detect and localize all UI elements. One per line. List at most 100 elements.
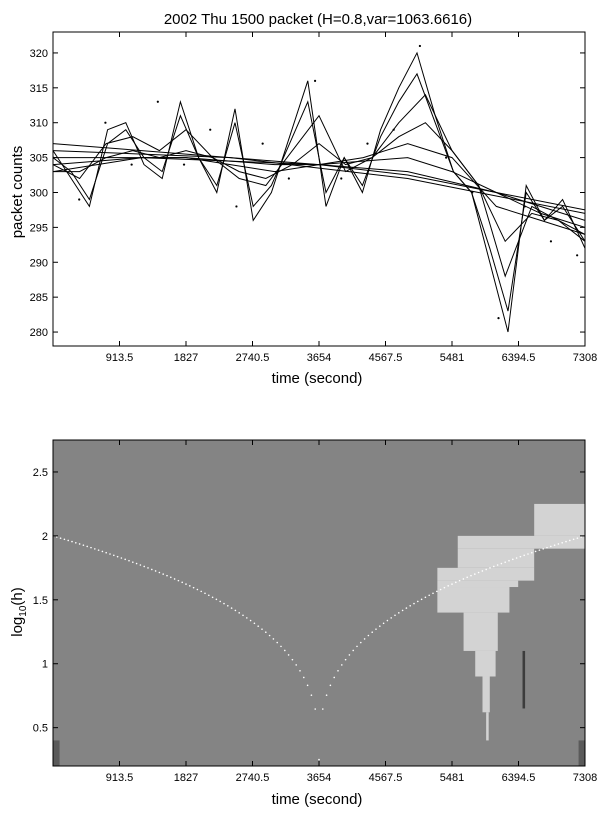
boundary-curve-dot [344,658,347,661]
bottom-ylabel-base: log [9,617,26,637]
boundary-curve-dot [185,583,187,585]
boundary-curve-dot [401,609,404,612]
top-line-chart: 913.5 1827 2740.5 3654 4567.5 5481 6394.5 7308 2… [30,31,597,364]
boundary-curve-dot [424,596,427,599]
boundary-curve-dot [143,565,145,568]
boundary-curve-dot [565,540,567,543]
boundary-curve-dot [139,564,142,566]
top-chart-title: 2002 Thu 1500 packet (H=0.8,var=1063.661… [164,11,472,28]
top-chart-ylabel: packet counts [9,146,26,239]
boundary-curve-dot [470,574,472,577]
top-ytick-label: 305 [30,153,48,165]
boundary-curve-dot [432,592,434,595]
data-point [156,100,159,103]
boundary-curve-dot [428,594,431,597]
data-point [261,142,264,145]
boundary-curve-dot [542,548,544,550]
boundary-curve-dot [211,596,214,599]
boundary-curve-dot [379,625,381,627]
boundary-curve-dot [348,654,351,656]
boundary-curve-dot [132,561,134,563]
boundary-curve-dot [208,594,210,597]
boundary-curve-dot [227,604,229,607]
boundary-curve-dot [303,676,305,679]
boundary-curve-dot [295,664,298,666]
bottom-xtick-label: 3654 [307,772,331,784]
boundary-curve-dot [553,544,556,546]
boundary-curve-dot [409,604,412,607]
boundary-curve-dot [489,567,491,569]
boundary-curve-dot [78,543,81,545]
boundary-curve-dot [527,553,529,555]
top-xtick-label: 6394.5 [502,352,536,364]
significant-light-region [437,567,535,581]
boundary-curve-dot [500,562,503,565]
boundary-curve-dot [67,539,69,542]
smooth-series-line [53,157,585,211]
boundary-curve-dot [82,544,85,546]
boundary-curve-dot [531,551,533,554]
boundary-curve-dot [367,634,370,637]
data-point [340,177,343,180]
bottom-ytick-label: 2.5 [33,467,48,479]
bottom-ytick-label: 0.5 [33,723,48,735]
boundary-curve-dot [493,565,495,568]
significant-light-region [534,503,585,536]
bottom-chart-ylabel: log10(h) [9,587,29,637]
bottom-xtick-label: 2740.5 [236,772,270,784]
boundary-curve-dot [417,600,419,603]
top-xtick-label: 913.5 [106,352,134,364]
boundary-curve-dot [291,658,294,661]
bottom-xtick-label: 5481 [440,772,464,784]
boundary-curve-dot [306,684,309,687]
boundary-curve-dot [109,553,111,555]
boundary-curve-dot [550,545,552,548]
bottom-ylabel-sub: 10 [18,605,29,617]
boundary-curve-dot [265,631,267,634]
boundary-curve-dot [322,708,324,710]
top-ytick-label: 290 [30,257,48,269]
boundary-curve-dot [572,538,575,541]
boundary-curve-dot [523,554,525,557]
top-ytick-label: 310 [30,118,48,130]
boundary-curve-dot [360,641,362,644]
bottom-plot-frame [52,439,586,767]
boundary-curve-dot [120,557,123,559]
smooth-series-line [53,93,585,278]
boundary-curve-dot [200,590,202,593]
boundary-curve-dot [234,609,237,612]
boundary-curve-dot [158,571,161,574]
boundary-curve-dot [363,638,366,640]
data-point [182,163,186,166]
boundary-curve-dot [177,579,180,582]
boundary-curve-dot [371,631,374,634]
top-xtick-label: 5481 [440,352,464,364]
boundary-curve-dot [128,559,130,562]
boundary-curve-dot [101,550,104,553]
data-point [78,198,81,201]
data-point [418,44,421,48]
boundary-curve-dot [75,541,77,544]
bottom-heatmap: 913.5 1827 2740.5 3654 4567.5 5481 6394.5 7308 0… [33,439,597,784]
boundary-curve-dot [580,536,582,538]
significant-light-region [475,650,496,677]
boundary-curve-dot [474,573,476,575]
boundary-curve-dot [261,628,263,630]
boundary-curve-dot [398,612,400,614]
data-point [287,177,290,180]
boundary-curve-dot [86,545,88,548]
top-plot-area [53,32,585,346]
boundary-curve-dot [204,592,206,595]
bottom-ytick-label: 1.5 [33,595,48,607]
boundary-curve-dot [135,562,138,565]
boundary-curve-dot [272,638,275,640]
boundary-curve-dot [508,559,510,562]
data-point [549,240,553,243]
bottom-xtick-label: 7308 [573,772,597,784]
boundary-curve-dot [113,554,115,557]
significant-light-region [463,612,498,651]
bottom-xtick-label: 913.5 [106,772,134,784]
boundary-curve-dot [196,588,199,591]
boundary-curve-dot [413,602,415,605]
